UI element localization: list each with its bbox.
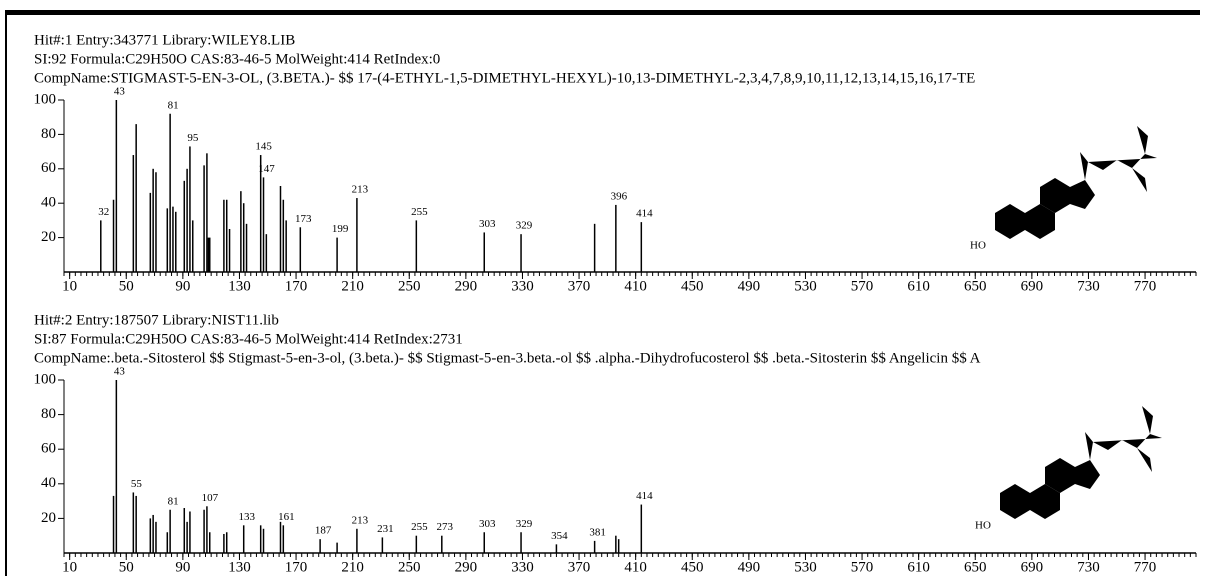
peak-label: 381 xyxy=(589,526,606,538)
x-tick-label: 90 xyxy=(175,278,190,294)
x-tick-label: 690 xyxy=(1021,559,1044,575)
x-tick-label: 330 xyxy=(511,559,534,575)
peak-label: 145 xyxy=(255,141,272,153)
peak-label: 95 xyxy=(187,132,199,144)
x-tick-label: 650 xyxy=(964,278,987,294)
peak-label: 414 xyxy=(636,208,653,220)
x-tick-label: 130 xyxy=(228,559,251,575)
y-tick-label: 20 xyxy=(41,229,56,245)
peak-label: 213 xyxy=(352,184,369,196)
x-tick-label: 170 xyxy=(285,559,308,575)
x-tick-label: 10 xyxy=(62,278,77,294)
y-tick-label: 40 xyxy=(41,195,56,211)
y-tick-label: 80 xyxy=(41,126,56,142)
y-tick-label: 80 xyxy=(41,406,56,422)
x-tick-label: 410 xyxy=(624,559,647,575)
x-tick-label: 290 xyxy=(455,559,478,575)
peak-label: 255 xyxy=(411,206,428,218)
peak-label: 43 xyxy=(114,86,126,98)
peak-label: 303 xyxy=(479,218,496,230)
x-tick-label: 210 xyxy=(341,559,364,575)
x-tick-label: 730 xyxy=(1077,559,1100,575)
x-tick-label: 410 xyxy=(624,278,647,294)
x-tick-label: 690 xyxy=(1021,278,1044,294)
x-tick-label: 10 xyxy=(62,559,77,575)
header-line: SI:87 Formula:C29H50O CAS:83-46-5 MolWei… xyxy=(34,331,463,347)
peak-label: 329 xyxy=(516,220,533,232)
y-tick-label: 40 xyxy=(41,475,56,491)
x-tick-label: 330 xyxy=(511,278,534,294)
x-tick-label: 610 xyxy=(907,278,930,294)
peak-label: 303 xyxy=(479,518,496,530)
x-tick-label: 250 xyxy=(398,278,421,294)
structure xyxy=(1000,406,1168,519)
content: Hit#:1 Entry:343771 Library:WILEY8.LIB SI… xyxy=(5,10,1200,576)
peak-label: 273 xyxy=(437,521,454,533)
x-tick-label: 730 xyxy=(1077,278,1100,294)
x-tick-label: 290 xyxy=(455,278,478,294)
x-tick-label: 250 xyxy=(398,559,421,575)
y-tick-label: 20 xyxy=(41,510,56,526)
peak-label: 187 xyxy=(315,525,332,537)
x-tick-label: 170 xyxy=(285,278,308,294)
peak-label: 147 xyxy=(258,163,275,175)
peak-label: 354 xyxy=(551,530,568,542)
peak-label: 107 xyxy=(202,492,219,504)
y-tick-label: 100 xyxy=(34,91,57,107)
x-tick-label: 370 xyxy=(568,559,591,575)
x-tick-label: 50 xyxy=(119,559,134,575)
peak-label: 173 xyxy=(295,213,312,225)
peak-label: 43 xyxy=(114,366,126,378)
y-tick-label: 60 xyxy=(41,160,56,176)
x-tick-label: 570 xyxy=(851,559,874,575)
x-tick-label: 770 xyxy=(1134,559,1157,575)
peak-label: 32 xyxy=(98,206,109,218)
header-line: CompName:.beta.-Sitosterol $$ Stigmast-5… xyxy=(34,350,981,366)
x-tick-label: 490 xyxy=(738,278,761,294)
peak-label: 396 xyxy=(611,190,628,202)
x-tick-label: 450 xyxy=(681,559,704,575)
header-line: Hit#:2 Entry:187507 Library:NIST11.lib xyxy=(34,312,279,328)
x-tick-label: 610 xyxy=(907,559,930,575)
header-line: Hit#:1 Entry:343771 Library:WILEY8.LIB xyxy=(34,32,295,48)
header-line: SI:92 Formula:C29H50O CAS:83-46-5 MolWei… xyxy=(34,51,440,67)
peak-label: 81 xyxy=(168,495,179,507)
peak-label: 55 xyxy=(131,478,143,490)
x-tick-label: 570 xyxy=(851,278,874,294)
x-tick-label: 50 xyxy=(119,278,134,294)
y-tick-label: 100 xyxy=(34,371,57,387)
x-tick-label: 210 xyxy=(341,278,364,294)
peak-label: 255 xyxy=(411,521,428,533)
x-tick-label: 130 xyxy=(228,278,251,294)
structure xyxy=(995,126,1163,239)
peak-label: 213 xyxy=(352,514,369,526)
x-tick-label: 90 xyxy=(175,559,190,575)
peak-label: 133 xyxy=(238,511,255,523)
y-tick-label: 60 xyxy=(41,441,56,457)
peak-label: 231 xyxy=(377,523,394,535)
x-tick-label: 770 xyxy=(1134,278,1157,294)
x-tick-label: 650 xyxy=(964,559,987,575)
peak-label: 329 xyxy=(516,518,533,530)
left-border xyxy=(5,10,7,576)
x-tick-label: 370 xyxy=(568,278,591,294)
structure-label: HO xyxy=(975,520,991,532)
peak-label: 161 xyxy=(278,511,295,523)
peak-label: 414 xyxy=(636,490,653,502)
structure-label: HO xyxy=(970,240,986,252)
peak-label: 199 xyxy=(332,223,349,235)
x-tick-label: 450 xyxy=(681,278,704,294)
x-tick-label: 530 xyxy=(794,278,817,294)
x-tick-label: 530 xyxy=(794,559,817,575)
top-border xyxy=(5,10,1200,15)
peak-label: 81 xyxy=(168,99,179,111)
x-tick-label: 490 xyxy=(738,559,761,575)
header-line: CompName:STIGMAST-5-EN-3-OL, (3.BETA.)- … xyxy=(34,70,975,86)
